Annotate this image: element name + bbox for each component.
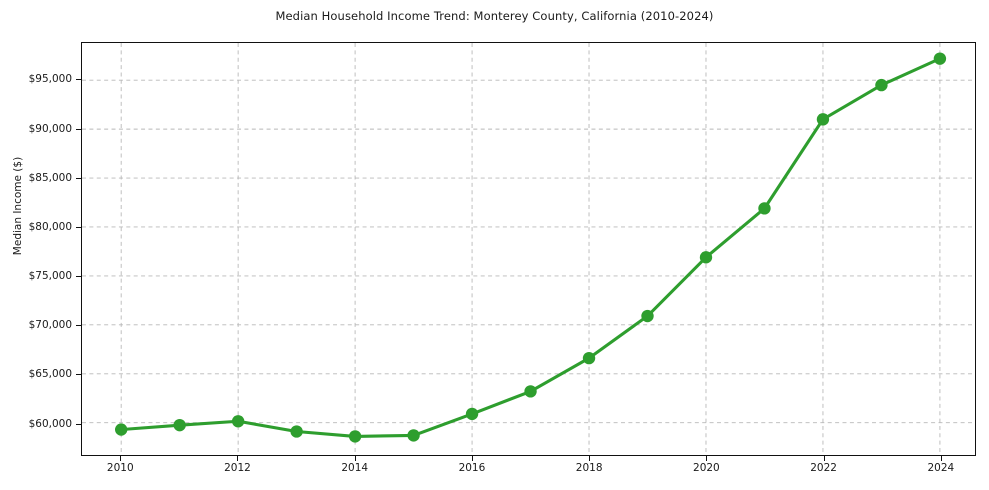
- chart-title: Median Household Income Trend: Monterey …: [275, 9, 714, 23]
- y-tick-label: $70,000: [28, 319, 72, 332]
- data-point: [582, 351, 596, 365]
- x-tick-label: 2018: [575, 462, 603, 474]
- y-tick-label: $80,000: [28, 220, 72, 233]
- data-point: [875, 78, 888, 92]
- y-tick-label: $60,000: [28, 417, 72, 430]
- data-point: [758, 202, 771, 215]
- y-tick-label: $95,000: [28, 73, 72, 86]
- x-tick-label: 2022: [810, 462, 837, 474]
- y-tick-label: $90,000: [28, 122, 72, 135]
- data-point: [290, 425, 303, 438]
- data-point: [699, 251, 713, 264]
- data-point: [524, 385, 537, 398]
- data-point: [641, 309, 654, 323]
- data-point: [231, 415, 245, 428]
- y-axis-label: Median Income ($): [12, 156, 24, 256]
- x-tick-mark: [940, 456, 942, 461]
- x-tick-mark: [354, 456, 356, 461]
- x-tick-label: 2020: [693, 462, 720, 474]
- x-tick-label: 2010: [106, 462, 134, 474]
- data-point: [348, 430, 362, 443]
- series-line: [119, 57, 942, 438]
- y-tick-label: $85,000: [28, 171, 72, 184]
- data-point: [173, 418, 186, 432]
- data-point: [933, 52, 947, 65]
- data-point: [465, 407, 479, 421]
- data-point: [407, 429, 420, 442]
- x-tick-mark: [823, 456, 825, 461]
- x-tick-mark: [120, 456, 122, 461]
- y-tick-label: $75,000: [28, 270, 72, 283]
- x-tick-mark: [471, 456, 473, 461]
- x-tick-label: 2016: [458, 462, 486, 474]
- x-tick-label: 2014: [341, 462, 369, 474]
- plot-area: [81, 42, 976, 456]
- x-tick-label: 2024: [927, 462, 955, 474]
- gridlines: [82, 43, 975, 455]
- x-tick-mark: [237, 456, 239, 461]
- data-point: [114, 423, 128, 436]
- x-tick-label: 2012: [224, 462, 251, 474]
- data-point: [816, 113, 830, 126]
- x-tick-mark: [589, 456, 591, 461]
- income-line-series: [114, 52, 947, 443]
- x-tick-mark: [706, 456, 708, 461]
- y-tick-label: $65,000: [28, 368, 72, 381]
